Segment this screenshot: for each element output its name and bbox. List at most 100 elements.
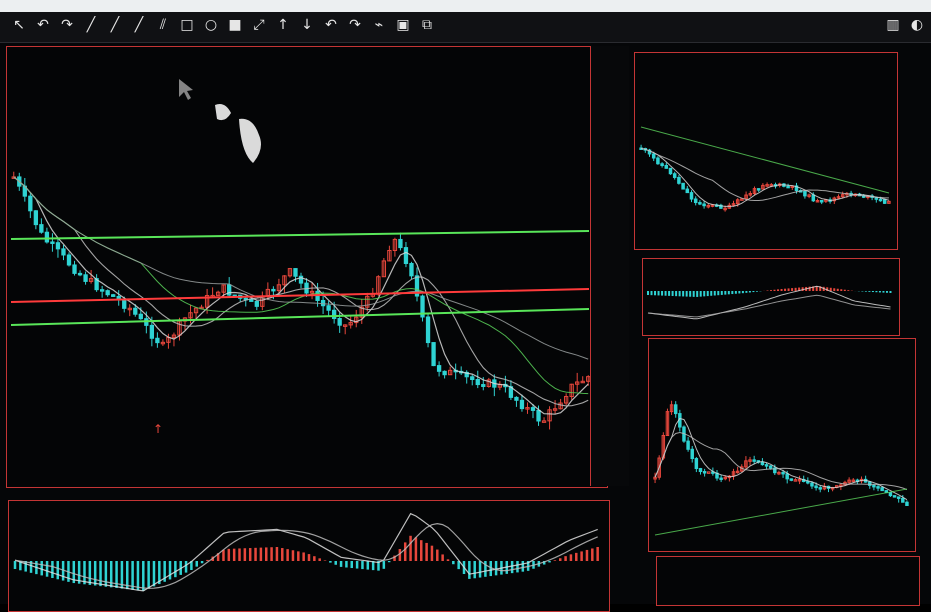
candle-body — [748, 459, 752, 462]
candle-body — [768, 465, 773, 469]
right-bottom-chart-panel[interactable] — [648, 338, 916, 552]
rectangle-icon[interactable]: □ — [180, 17, 194, 33]
candle-body — [719, 204, 723, 209]
circle-icon[interactable]: ○ — [204, 17, 218, 33]
extended-line-icon[interactable]: ╱ — [134, 17, 144, 33]
curve-alt-icon[interactable]: ↷ — [349, 17, 361, 33]
cursor-icon[interactable]: ↖ — [13, 17, 25, 33]
dea-line — [14, 522, 598, 589]
candle-body — [586, 376, 591, 382]
candle-body — [287, 268, 293, 277]
candle-body — [320, 299, 326, 307]
candle-body — [155, 337, 160, 344]
ray-icon[interactable]: ╱ — [110, 17, 120, 33]
candle-body — [55, 242, 61, 250]
candle-body — [575, 381, 580, 385]
rb-ma5-line — [654, 417, 908, 501]
candle-body — [282, 275, 287, 286]
curve-icon[interactable]: ↶ — [325, 17, 337, 33]
candle-body — [836, 196, 841, 199]
candle-body — [756, 188, 761, 191]
candle-body — [882, 199, 887, 204]
candle-body — [735, 199, 740, 205]
candle-body — [740, 198, 744, 201]
right-top-candlestick-chart[interactable] — [635, 53, 897, 249]
candle-body — [723, 476, 727, 480]
candle-body — [61, 248, 66, 256]
right-bottom-indicator-panel[interactable] — [656, 556, 920, 606]
candle-body — [815, 200, 820, 203]
macd-histogram-chart[interactable] — [9, 501, 609, 611]
rt-ma5-line — [641, 148, 890, 207]
candle-body — [892, 495, 897, 498]
candle-body — [760, 461, 765, 466]
candle-body — [39, 224, 44, 233]
candle-body — [276, 284, 282, 292]
candle-body — [28, 195, 33, 212]
candle-body — [896, 496, 901, 499]
candle-body — [309, 290, 315, 294]
macd-indicator-panel[interactable] — [8, 500, 610, 612]
main-candlestick-chart[interactable]: ↑ — [7, 47, 607, 487]
candle-body — [420, 295, 425, 318]
candle-body — [786, 185, 790, 189]
candle-body — [764, 464, 769, 467]
measure-icon[interactable]: ⤢ — [253, 17, 265, 33]
right-top-chart-panel[interactable] — [634, 52, 898, 250]
line-icon[interactable]: ╱ — [86, 17, 96, 33]
candle-body — [752, 188, 757, 195]
candle-body — [354, 316, 359, 324]
arrow-down-icon[interactable]: ↓ — [301, 17, 313, 33]
main-chart-panel[interactable]: ↑ — [6, 46, 608, 488]
right-middle-indicator-panel[interactable] — [642, 258, 900, 336]
candle-body — [797, 478, 802, 482]
right-bottom-candlestick-chart[interactable] — [649, 339, 915, 551]
candle-body — [188, 312, 193, 319]
candle-body — [819, 200, 824, 203]
zigzag-icon[interactable]: ⌁ — [374, 17, 384, 33]
candle-body — [744, 460, 748, 468]
candle-body — [436, 365, 442, 372]
candle-body — [706, 204, 711, 208]
right-middle-macd-chart[interactable] — [643, 259, 899, 335]
candle-body — [901, 497, 905, 503]
candle-body — [707, 471, 711, 474]
candle-body — [785, 473, 789, 480]
candle-body — [215, 291, 221, 296]
candle-body — [719, 477, 723, 481]
candle-body — [254, 300, 259, 307]
candle-body — [536, 409, 541, 422]
candle-body — [331, 309, 337, 320]
candle-body — [665, 411, 670, 436]
candle-body — [887, 200, 891, 204]
ma10-line — [13, 176, 589, 407]
support-line — [10, 308, 590, 326]
redo-icon[interactable]: ↷ — [61, 17, 73, 33]
fill-rect-icon[interactable]: ■ — [228, 17, 242, 33]
parallel-channel-icon[interactable]: ⫽ — [159, 17, 167, 33]
candle-body — [657, 457, 661, 478]
candle-body — [447, 369, 453, 376]
settings-icon[interactable]: ◐ — [910, 17, 924, 33]
candle-body — [298, 275, 304, 284]
candle-body — [748, 193, 753, 196]
undo-icon[interactable]: ↶ — [37, 17, 49, 33]
mouse-cursor — [179, 79, 193, 100]
candle-body — [122, 299, 127, 309]
arrow-up-icon[interactable]: ↑ — [277, 17, 289, 33]
candle-body — [414, 275, 420, 297]
candle-body — [127, 307, 132, 311]
candle-body — [293, 268, 298, 277]
candle-body — [343, 324, 348, 327]
candle-body — [807, 194, 811, 197]
candle-body — [672, 173, 677, 178]
rm-dif-line — [647, 285, 891, 320]
save-icon[interactable]: ▣ — [396, 17, 410, 33]
candle-body — [660, 163, 664, 166]
candle-body — [765, 184, 769, 187]
layout-icon[interactable]: ▥ — [886, 17, 900, 33]
copy-icon[interactable]: ⧉ — [422, 17, 432, 33]
candle-body — [814, 485, 818, 489]
candle-body — [669, 404, 674, 413]
